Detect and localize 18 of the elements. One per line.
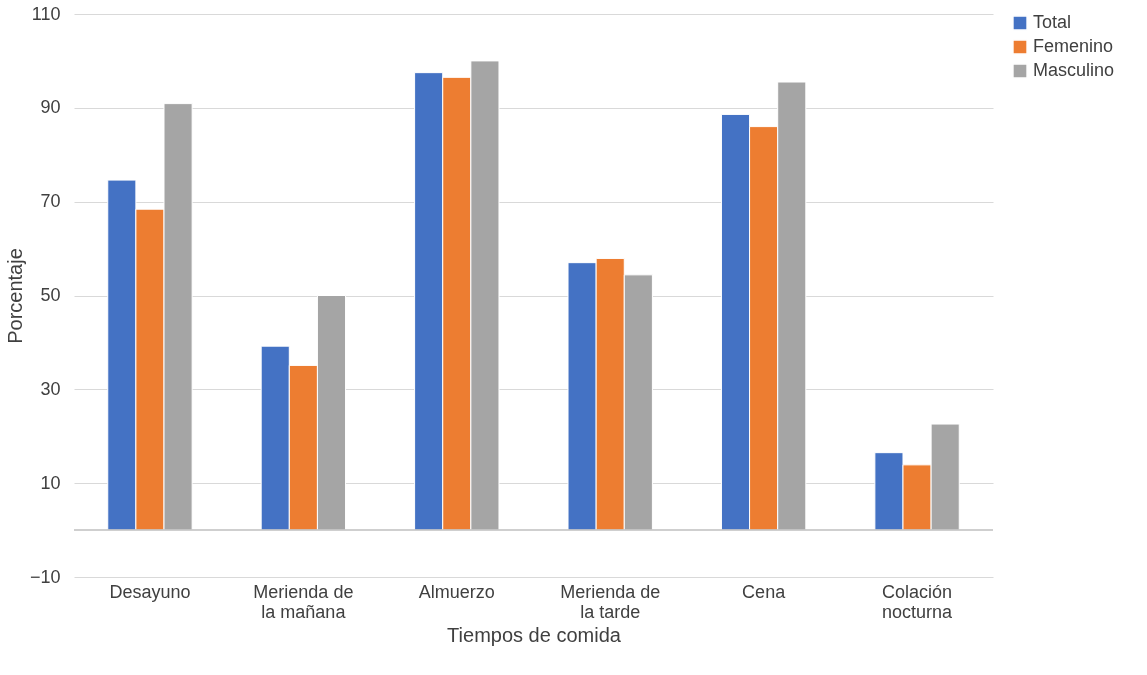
y-tick-label: 70	[40, 191, 61, 212]
x-axis-title: Tiempos de comida	[447, 623, 622, 646]
x-tick-label: Desayuno	[109, 581, 191, 602]
legend-label: Masculino	[1033, 60, 1115, 80]
y-tick-label: 110	[31, 3, 61, 24]
legend-label: Total	[1033, 12, 1072, 32]
y-tick-label: 10	[40, 472, 61, 493]
y-axis-title: Porcentaje	[3, 248, 26, 344]
y-tick-label: −10	[29, 566, 61, 587]
y-tick-label: 50	[40, 285, 61, 305]
y-tick-label: 30	[40, 378, 61, 399]
legend-label: Femenino	[1033, 36, 1114, 56]
x-tick-label: Almuerzo	[418, 581, 495, 602]
x-tick-label: Colación nocturna	[882, 581, 954, 622]
x-tick-label: Merienda de la mañana	[253, 581, 354, 622]
x-tick-label: Merienda de la tarde	[560, 581, 661, 622]
y-tick-label: 90	[40, 97, 61, 118]
x-tick-label: Cena	[742, 581, 787, 602]
